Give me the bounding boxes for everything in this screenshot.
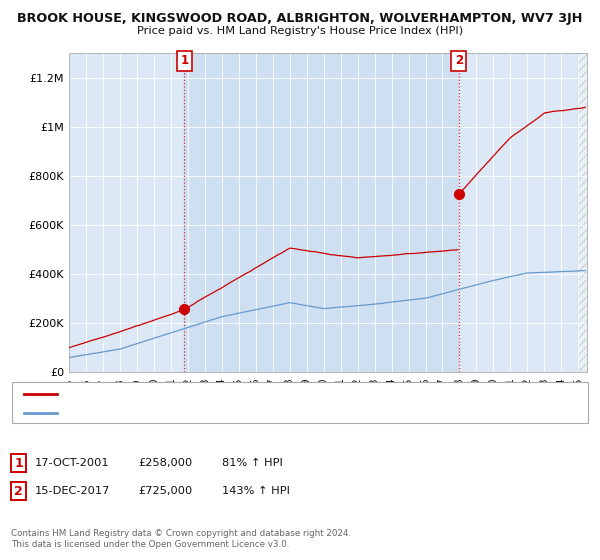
Text: 143% ↑ HPI: 143% ↑ HPI <box>222 486 290 496</box>
Text: 2: 2 <box>14 484 23 498</box>
Text: 1: 1 <box>180 54 188 67</box>
Text: 1: 1 <box>14 456 23 470</box>
Text: £725,000: £725,000 <box>138 486 192 496</box>
Text: 81% ↑ HPI: 81% ↑ HPI <box>222 458 283 468</box>
Text: BROOK HOUSE, KINGSWOOD ROAD, ALBRIGHTON, WOLVERHAMPTON, WV7 3JH (detache: BROOK HOUSE, KINGSWOOD ROAD, ALBRIGHTON,… <box>63 389 506 399</box>
Bar <box>578 53 600 372</box>
Text: Price paid vs. HM Land Registry's House Price Index (HPI): Price paid vs. HM Land Registry's House … <box>137 26 463 36</box>
Text: 15-DEC-2017: 15-DEC-2017 <box>35 486 110 496</box>
Text: £258,000: £258,000 <box>138 458 192 468</box>
Text: HPI: Average price, detached house, Shropshire: HPI: Average price, detached house, Shro… <box>63 408 301 418</box>
Bar <box>184 53 459 372</box>
Text: BROOK HOUSE, KINGSWOOD ROAD, ALBRIGHTON, WOLVERHAMPTON, WV7 3JH: BROOK HOUSE, KINGSWOOD ROAD, ALBRIGHTON,… <box>17 12 583 25</box>
Text: 2: 2 <box>455 54 463 67</box>
Text: 17-OCT-2001: 17-OCT-2001 <box>35 458 109 468</box>
Text: Contains HM Land Registry data © Crown copyright and database right 2024.
This d: Contains HM Land Registry data © Crown c… <box>11 529 351 549</box>
